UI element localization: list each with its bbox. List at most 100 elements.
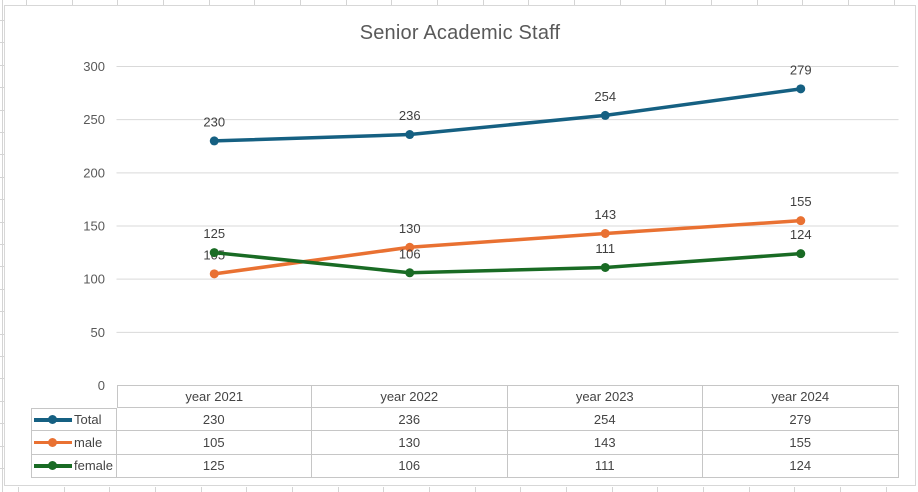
spreadsheet-gridline <box>337 487 339 492</box>
spreadsheet-gridline <box>748 487 750 492</box>
series-line-male[interactable] <box>212 218 803 276</box>
spreadsheet-gridline <box>200 487 202 492</box>
table-value-cell: 236 <box>312 408 508 432</box>
series-line-Total[interactable] <box>212 87 803 143</box>
spreadsheet-gridline <box>0 20 5 21</box>
data-point-marker-Total[interactable] <box>209 136 219 146</box>
spreadsheet-gridline <box>71 0 73 5</box>
spreadsheet-gridline <box>657 487 659 492</box>
spreadsheet-gridline <box>0 468 5 469</box>
spreadsheet-gridline <box>665 0 667 5</box>
data-label-female: 124 <box>790 227 812 242</box>
data-point-marker-female[interactable] <box>796 249 806 259</box>
table-corner-spacer <box>31 385 117 408</box>
spreadsheet-gridline <box>292 487 294 492</box>
spreadsheet-gridline <box>300 0 302 5</box>
spreadsheet-gridline <box>0 87 5 89</box>
spreadsheet-gridline <box>711 0 713 5</box>
data-point-marker-female[interactable] <box>600 262 610 272</box>
table-value-cell: 254 <box>507 408 703 432</box>
spreadsheet-gridline <box>437 0 439 5</box>
chart-data-table[interactable]: year 2021 year 2022 year 2023 year 2024 Tota… <box>31 385 899 478</box>
table-value-cell: 279 <box>703 408 899 432</box>
spreadsheet-gridline <box>0 311 5 313</box>
table-value-cell: 105 <box>116 431 312 455</box>
data-point-marker-Total[interactable] <box>600 110 610 120</box>
spreadsheet-gridline <box>0 109 5 111</box>
y-axis-tick-label[interactable]: 250 <box>83 112 105 127</box>
data-point-marker-Total[interactable] <box>796 84 806 94</box>
data-point-marker-female[interactable] <box>405 268 415 278</box>
table-value-cell: 106 <box>312 454 508 478</box>
table-value-cell: 130 <box>312 431 508 455</box>
spreadsheet-gridline <box>254 0 256 5</box>
table-value-cell: 230 <box>116 408 312 432</box>
spreadsheet-gridline <box>0 176 5 178</box>
data-point-marker-male[interactable] <box>796 216 806 226</box>
legend-line-marker-icon <box>34 461 72 471</box>
spreadsheet-gridline <box>391 0 393 5</box>
spreadsheet-gridline <box>520 487 522 492</box>
table-value-cell: 143 <box>507 431 703 455</box>
chart-object[interactable] <box>4 5 916 486</box>
spreadsheet-gridline <box>619 0 621 5</box>
data-label-Total: 279 <box>790 62 812 77</box>
spreadsheet-gridline <box>802 0 804 5</box>
table-value-cell: 124 <box>703 454 899 478</box>
spreadsheet-gridline <box>18 487 19 492</box>
data-point-marker-male[interactable] <box>209 269 219 279</box>
data-label-male: 143 <box>594 207 616 222</box>
legend-key-cell-male: male <box>31 431 117 455</box>
data-point-marker-male[interactable] <box>405 242 415 252</box>
legend-key-cell-female: female <box>31 454 117 478</box>
spreadsheet-gridline <box>0 64 5 66</box>
series-line-female[interactable] <box>212 250 803 275</box>
spreadsheet-gridline <box>26 0 27 5</box>
spreadsheet-gridline <box>0 423 5 425</box>
spreadsheet-gridline <box>566 487 568 492</box>
spreadsheet-gridline <box>0 333 5 335</box>
spreadsheet-gridline <box>1 0 3 492</box>
legend-series-label: female <box>74 458 114 474</box>
spreadsheet-gridline <box>0 356 5 357</box>
spreadsheet-gridline <box>0 266 5 268</box>
legend-series-label: male <box>74 434 103 450</box>
spreadsheet-gridline <box>163 0 164 5</box>
data-label-male: 155 <box>790 194 812 209</box>
spreadsheet-gridline <box>383 487 385 492</box>
table-value-cell: 125 <box>116 454 312 478</box>
legend-line-marker-icon <box>34 437 72 447</box>
spreadsheet-gridline <box>345 0 347 5</box>
y-axis-tick-label[interactable]: 150 <box>83 219 105 234</box>
spreadsheet-gridline <box>611 487 613 492</box>
data-point-marker-Total[interactable] <box>405 130 415 140</box>
spreadsheet-gridline <box>0 244 5 245</box>
data-point-marker-male[interactable] <box>600 228 610 238</box>
y-axis-tick-label[interactable]: 50 <box>91 325 105 340</box>
y-axis-tick-label[interactable]: 100 <box>83 272 105 287</box>
spreadsheet-gridline <box>840 487 842 492</box>
table-value-cell: 111 <box>507 454 703 478</box>
spreadsheet-gridline <box>63 487 65 492</box>
table-header-cell: year 2021 <box>116 385 312 409</box>
table-header-cell: year 2024 <box>703 385 899 409</box>
legend-line-marker-icon <box>34 415 72 425</box>
data-point-marker-female[interactable] <box>209 248 219 258</box>
spreadsheet-gridline <box>848 0 850 5</box>
spreadsheet-gridline <box>155 487 156 492</box>
spreadsheet-gridline <box>0 199 5 201</box>
table-header-cell: year 2023 <box>507 385 703 409</box>
chart-title[interactable]: Senior Academic Staff <box>359 22 561 44</box>
spreadsheet-gridline <box>246 487 248 492</box>
spreadsheet-gridline <box>0 288 5 290</box>
y-axis-tick-label[interactable]: 200 <box>83 165 105 180</box>
spreadsheet-gridline <box>117 0 119 5</box>
spreadsheet-gridline <box>0 154 5 156</box>
spreadsheet-gridline <box>574 0 576 5</box>
y-axis-tick-label[interactable]: 300 <box>83 59 105 74</box>
spreadsheet-gridline <box>528 0 530 5</box>
data-label-male: 130 <box>399 221 421 236</box>
y-axis-tick-label[interactable]: 0 <box>98 378 105 393</box>
